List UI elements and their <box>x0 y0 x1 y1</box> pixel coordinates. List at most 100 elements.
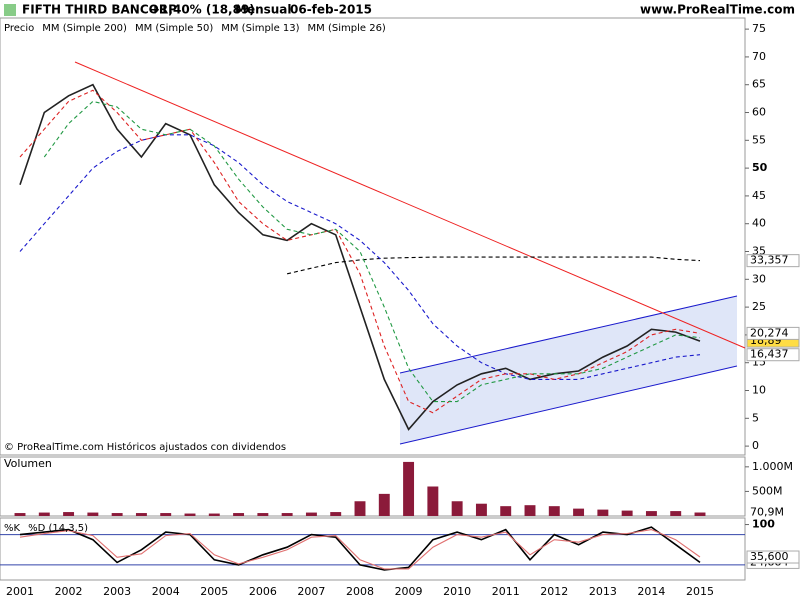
stoch-panel <box>0 517 746 581</box>
series-line <box>19 526 701 571</box>
volume-bar <box>87 512 99 516</box>
y-tick-label: 10 <box>752 384 766 397</box>
volume-bar <box>645 511 657 516</box>
x-tick-label: 2002 <box>55 585 83 598</box>
volume-bar <box>524 505 536 516</box>
volume-bar <box>305 512 317 516</box>
series-line <box>19 529 701 570</box>
volume-bar <box>184 513 196 516</box>
volume-bar <box>281 513 293 516</box>
series-line <box>19 89 701 414</box>
volume-bar <box>14 513 26 516</box>
price-panel <box>0 17 746 456</box>
y-tick-label: 65 <box>752 78 766 91</box>
channel-upper <box>399 295 738 374</box>
volume-bar <box>233 513 245 516</box>
period: Mensual <box>235 3 292 17</box>
volume-bar <box>621 510 633 516</box>
volume-bar <box>38 512 50 516</box>
last-value-label: 16,437 <box>750 348 789 361</box>
volume-title: Volumen <box>4 457 52 470</box>
x-tick-label: 2007 <box>297 585 325 598</box>
legend-entry: %D (14,3,5) <box>28 523 88 534</box>
last-value-label: 33,357 <box>750 254 789 267</box>
y-tick-label: 60 <box>752 106 766 119</box>
x-tick-label: 2005 <box>200 585 228 598</box>
y-tick-label: 25 <box>752 300 766 313</box>
volume-bar <box>208 513 220 516</box>
y-tick-label: 45 <box>752 189 766 202</box>
volume-bar <box>548 506 560 516</box>
series-line <box>19 83 701 431</box>
volume-bar <box>63 512 75 516</box>
x-tick-label: 2011 <box>492 585 520 598</box>
volume-bar <box>694 512 706 516</box>
y-tick-label: 55 <box>752 133 766 146</box>
last-value-label: 20,274 <box>750 326 789 339</box>
y-tick-label: 70 <box>752 50 766 63</box>
volume-bar <box>427 486 439 516</box>
volume-bar <box>135 513 147 516</box>
volume-bar <box>403 461 415 516</box>
last-value-label: 35,600 <box>750 550 789 563</box>
date: 06-feb-2015 <box>290 3 372 17</box>
y-tick-label: 5 <box>752 411 759 424</box>
x-tick-label: 2004 <box>152 585 180 598</box>
x-tick-label: 2013 <box>589 585 617 598</box>
x-tick-label: 2003 <box>103 585 131 598</box>
volume-bar <box>451 501 463 516</box>
icon <box>4 4 16 16</box>
x-tick-label: 2009 <box>395 585 423 598</box>
volume-bar <box>378 493 390 516</box>
y-tick-label: 1.000M <box>752 460 793 473</box>
last-value-box <box>746 348 800 362</box>
last-value-label: 70,9M <box>750 506 784 519</box>
channel-lower <box>399 365 738 445</box>
last-value-box <box>746 550 800 564</box>
volume-bar <box>597 509 609 516</box>
x-tick-label: 2015 <box>686 585 714 598</box>
change: +1,40% (18,89) <box>150 3 255 17</box>
legend-entry: MM (Simple 26) <box>308 23 386 34</box>
x-tick-label: 2008 <box>346 585 374 598</box>
volume-bar <box>354 501 366 516</box>
volume-bar <box>330 512 342 516</box>
volume-bar <box>475 503 487 516</box>
y-tick-label: 50 <box>752 161 768 174</box>
series-line <box>286 256 701 275</box>
y-tick-label: 75 <box>752 22 766 35</box>
trend-line <box>74 61 746 349</box>
y-tick-label: 0 <box>752 439 759 452</box>
volume-bar <box>670 511 682 516</box>
series-line <box>43 100 701 403</box>
x-tick-label: 2001 <box>6 585 34 598</box>
legend-entry: Precio <box>4 23 34 34</box>
legend-entry: MM (Simple 50) <box>135 23 213 34</box>
volume-panel <box>0 456 746 517</box>
y-tick-label: 500M <box>752 484 783 497</box>
legend-entry: MM (Simple 13) <box>221 23 299 34</box>
volume-bar <box>500 506 512 516</box>
x-tick-label: 2010 <box>443 585 471 598</box>
x-tick-label: 2014 <box>637 585 665 598</box>
volume-bar <box>573 508 585 516</box>
x-tick-label: 2012 <box>540 585 568 598</box>
last-value-box <box>746 326 800 340</box>
legend-entry: MM (Simple 200) <box>42 23 127 34</box>
title: FIFTH THIRD BANCORP <box>22 3 177 17</box>
volume-bar <box>111 513 123 516</box>
y-tick-label: 40 <box>752 217 766 230</box>
y-tick-label: 30 <box>752 272 766 285</box>
x-tick-label: 2006 <box>249 585 277 598</box>
footnote: © ProRealTime.com Históricos ajustados c… <box>4 441 286 453</box>
last-value-box <box>746 254 800 268</box>
site: www.ProRealTime.com <box>640 3 795 17</box>
volume-bar <box>257 513 269 516</box>
volume-bar <box>160 513 172 516</box>
y-tick-label: 100 <box>752 518 775 531</box>
series-line <box>19 134 701 380</box>
channel-fill <box>400 296 737 444</box>
